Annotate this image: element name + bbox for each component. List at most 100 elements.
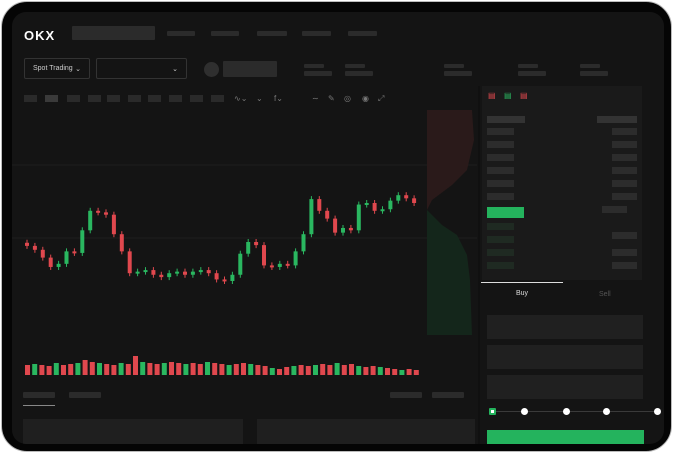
market-select[interactable]: Spot Trading ⌄ — [24, 58, 90, 79]
volume-bar — [392, 369, 398, 375]
amount-input[interactable] — [487, 345, 643, 369]
volume-bar — [298, 365, 304, 375]
buy-button[interactable] — [487, 430, 644, 444]
candle — [372, 203, 377, 211]
volume-bar — [327, 365, 333, 375]
volume-bar — [313, 365, 318, 375]
candle — [230, 274, 235, 281]
nav-item[interactable] — [211, 31, 239, 36]
ask-price — [487, 180, 514, 187]
leverage-step[interactable] — [563, 408, 570, 415]
candle — [380, 209, 385, 212]
ask-size — [612, 180, 637, 187]
timeframe-button[interactable] — [88, 95, 101, 102]
depth-asks-area — [427, 110, 474, 210]
tab-buy[interactable]: Buy — [516, 290, 529, 297]
ask-size — [602, 206, 627, 213]
timeframe-button[interactable] — [24, 95, 37, 102]
timeframe-button[interactable] — [67, 95, 80, 102]
volume-bar — [226, 365, 232, 375]
timeframe-button[interactable] — [148, 95, 161, 102]
coin-avatar — [204, 62, 219, 77]
volume-bar — [197, 364, 203, 375]
ask-size — [612, 167, 637, 174]
leverage-step[interactable] — [521, 408, 528, 415]
stat-label — [518, 64, 538, 68]
chevron-down-icon: ⌄ — [172, 65, 178, 73]
candle — [301, 234, 306, 252]
timeframe-button[interactable] — [128, 95, 141, 102]
depth-bids-area — [427, 210, 472, 335]
indicator-icon[interactable]: ∿⌄ — [234, 94, 248, 103]
candle — [111, 214, 116, 235]
volume-bar — [46, 366, 52, 375]
volume-bar — [291, 366, 297, 375]
ask-size — [612, 128, 637, 135]
chevron-down-icon: ⌄ — [75, 65, 81, 73]
candle — [167, 273, 172, 278]
fullscreen-icon[interactable]: ⤢ — [378, 94, 385, 103]
fx-icon[interactable]: f⌄ — [274, 94, 283, 103]
candle — [143, 270, 148, 273]
leverage-slider-track[interactable] — [492, 411, 658, 412]
candle — [222, 279, 227, 282]
filter-button[interactable] — [432, 392, 464, 398]
candle — [269, 265, 274, 268]
leverage-step[interactable] — [603, 408, 610, 415]
chart-type-icon[interactable]: ⌄ — [256, 94, 263, 103]
volume-bar — [104, 364, 110, 375]
candlestick-chart[interactable] — [12, 110, 477, 390]
line-tool-icon[interactable]: ∼ — [312, 94, 319, 103]
bid-size — [612, 262, 637, 269]
nav-item[interactable] — [348, 31, 377, 36]
candle — [72, 251, 77, 254]
book-bids-icon[interactable]: ▤ — [504, 91, 512, 100]
tab-sell[interactable]: Sell — [599, 291, 611, 298]
timeframe-button[interactable] — [190, 95, 203, 102]
volume-bar — [241, 363, 246, 375]
candle — [190, 271, 195, 275]
filter-button[interactable] — [390, 392, 422, 398]
nav-item[interactable] — [302, 31, 331, 36]
leverage-step[interactable] — [489, 408, 496, 415]
ask-price — [487, 193, 514, 200]
volume-bar — [370, 366, 376, 375]
book-all-icon[interactable]: ▤ — [488, 91, 496, 100]
total-input[interactable] — [487, 375, 643, 399]
pencil-icon[interactable]: ✎ — [328, 94, 335, 103]
candle — [198, 270, 203, 273]
bid-price — [487, 236, 514, 243]
leverage-step[interactable] — [654, 408, 661, 415]
search-bar[interactable] — [72, 26, 155, 40]
timeframe-button[interactable] — [169, 95, 182, 102]
volume-bar — [140, 362, 146, 375]
candle — [238, 253, 243, 275]
volume-bar — [334, 363, 340, 375]
timeframe-button[interactable] — [211, 95, 224, 102]
pair-select[interactable]: ⌄ — [96, 58, 187, 79]
tab-history[interactable] — [69, 392, 101, 398]
camera-icon[interactable]: ◉ — [362, 94, 369, 103]
volume-bar — [61, 365, 66, 375]
timeframe-button[interactable] — [45, 95, 58, 102]
candle — [246, 242, 251, 254]
settings-icon[interactable]: ◎ — [344, 94, 351, 103]
nav-item[interactable] — [257, 31, 287, 36]
book-asks-icon[interactable]: ▤ — [520, 91, 528, 100]
candle — [175, 271, 180, 274]
candle — [396, 195, 401, 201]
candle — [88, 210, 93, 231]
nav-item[interactable] — [167, 31, 195, 36]
candle — [285, 263, 290, 266]
volume-bar — [406, 369, 412, 375]
price-input[interactable] — [487, 315, 643, 339]
volume-bar — [169, 362, 174, 375]
timeframe-button[interactable] — [107, 95, 120, 102]
candle — [348, 227, 353, 231]
candle — [317, 199, 322, 211]
volume-bar — [269, 368, 275, 375]
stat-label — [345, 64, 365, 68]
volume-bar — [161, 363, 167, 375]
ask-price — [487, 128, 514, 135]
tab-open-orders[interactable] — [23, 392, 55, 398]
